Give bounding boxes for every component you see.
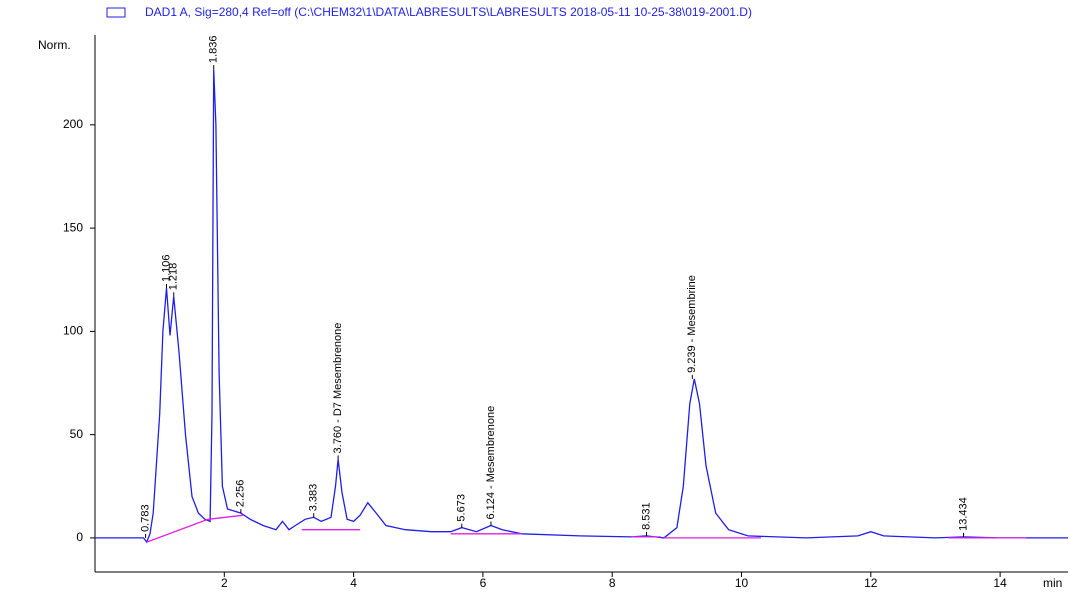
- legend-label: DAD1 A, Sig=280,4 Ref=off (C:\CHEM32\1\D…: [145, 5, 752, 19]
- peak-label: 1.106: [160, 254, 172, 282]
- x-tick-label: 8: [609, 576, 616, 590]
- trace: [95, 69, 1068, 544]
- baseline: [146, 514, 1026, 543]
- y-tick-label: 0: [76, 530, 83, 544]
- y-tick-label: 50: [70, 427, 84, 441]
- x-tick-label: 10: [735, 576, 749, 590]
- x-tick-label: 14: [993, 576, 1007, 590]
- peak-label: 0.783: [140, 504, 152, 532]
- y-tick-label: 150: [63, 220, 83, 234]
- peak-label: 8.531: [640, 502, 652, 530]
- x-tick-label: 6: [480, 576, 487, 590]
- peak-label: 1.836: [208, 36, 220, 64]
- peak-label: 6.124 - Mesembrenone: [485, 406, 497, 520]
- x-tick-label: 12: [864, 576, 878, 590]
- x-tick-label: 2: [221, 576, 228, 590]
- y-tick-label: 200: [63, 117, 83, 131]
- x-axis-label: min: [1043, 576, 1062, 590]
- peak-label: 9.239 - Mesembrine: [686, 275, 698, 373]
- peak-label: 1.218: [168, 263, 180, 291]
- x-tick-label: 4: [350, 576, 357, 590]
- peak-label: 2.256: [235, 480, 247, 508]
- legend-swatch: [106, 7, 126, 18]
- peak-label: 3.383: [308, 484, 320, 512]
- peak-label: 3.760 - D7 Mesembrenone: [332, 323, 344, 454]
- peak-label: 13.434: [957, 497, 969, 531]
- y-tick-label: 100: [63, 324, 83, 338]
- peak-label: 5.673: [456, 494, 468, 522]
- y-axis-label: Norm.: [38, 38, 71, 52]
